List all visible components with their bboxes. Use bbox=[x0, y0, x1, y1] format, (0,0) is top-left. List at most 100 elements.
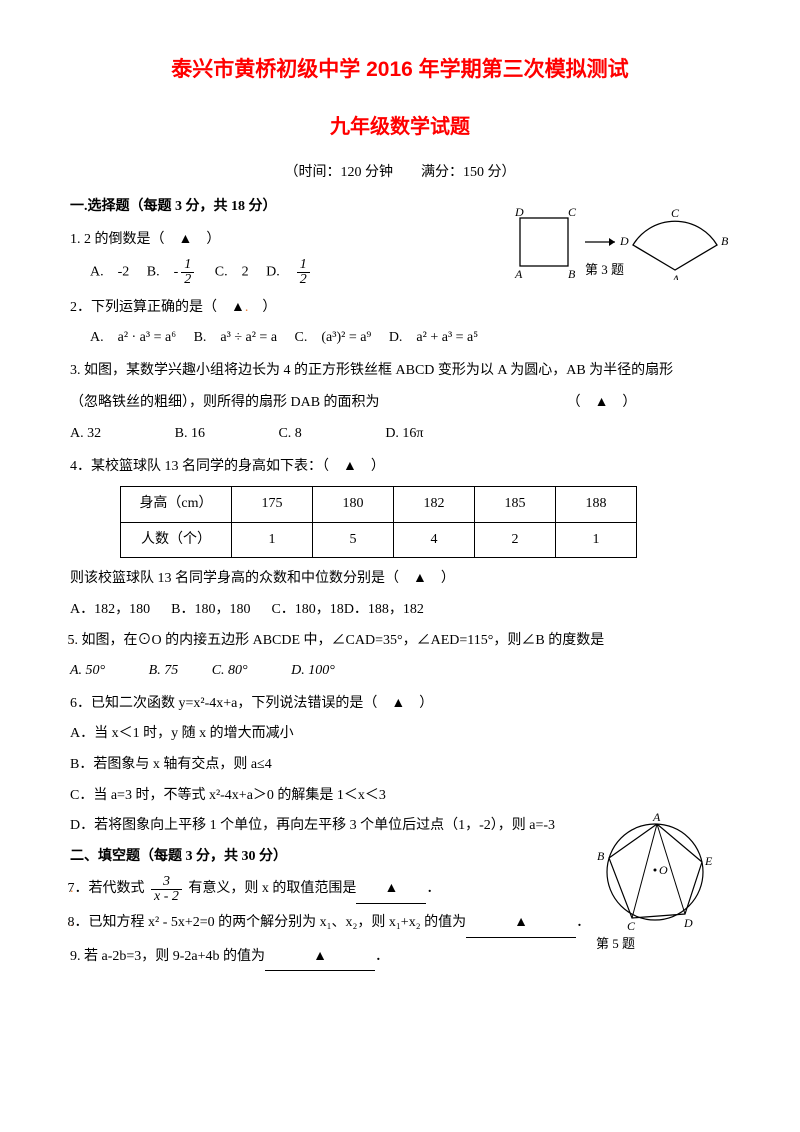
table-cell: 1 bbox=[232, 522, 313, 558]
question-4-options: A．182，180 B．180，180 C．180，18D．188，182 bbox=[70, 597, 730, 624]
question-2: 2．下列运算正确的是（ ▲. ） bbox=[70, 293, 730, 322]
q7-a: 7．若代数式 bbox=[68, 881, 149, 896]
q9-b: ． bbox=[375, 949, 389, 964]
q1-stem: 1. 2 的倒数是（ bbox=[70, 232, 179, 247]
q3-l2-close: ） bbox=[608, 395, 636, 410]
svg-text:C: C bbox=[627, 919, 636, 933]
q6-stem: 6．已知二次函数 y=x²-4x+a，下列说法错误的是（ bbox=[70, 696, 391, 711]
svg-text:A: A bbox=[652, 810, 661, 824]
frac-num: 3 bbox=[151, 875, 182, 890]
sub-title: 九年级数学试题 bbox=[70, 108, 730, 146]
blank-triangle: ▲ bbox=[231, 298, 245, 314]
q6-opt-b: B．若图象与 x 轴有交点，则 a≤4 bbox=[70, 752, 730, 779]
q4-stem: 4．某校篮球队 13 名同学的身高如下表：（ bbox=[70, 459, 343, 474]
q1-opt-c: C. 2 bbox=[215, 264, 249, 279]
q7-c: ． bbox=[426, 881, 440, 896]
table-cell: 1 bbox=[556, 522, 637, 558]
q3-l2-text: （忽略铁丝的粗细），则所得的扇形 DAB 的面积为 bbox=[70, 395, 380, 410]
frac-den: 2 bbox=[297, 273, 310, 287]
table-cell: 2 bbox=[475, 522, 556, 558]
q4-opt-a: A．182，180 bbox=[70, 602, 150, 617]
blank-triangle: ▲ bbox=[413, 569, 427, 585]
table-row: 人数（个） 1 5 4 2 1 bbox=[121, 522, 637, 558]
q6-opt-a: A．当 x＜1 时，y 随 x 的增大而减小 bbox=[70, 721, 730, 748]
table-header: 人数（个） bbox=[121, 522, 232, 558]
figure-q3: D C A B A D B C 第 3 题 bbox=[510, 200, 730, 280]
svg-text:D: D bbox=[683, 916, 693, 930]
svg-text:A: A bbox=[671, 272, 680, 280]
blank-triangle: ▲ bbox=[343, 457, 357, 473]
frac-den: x - 2 bbox=[151, 890, 182, 904]
q3-opt-b: B. 16 bbox=[175, 426, 205, 441]
question-2-options: A. a² · a³ = a⁶ B. a³ ÷ a² = a C. (a³)² … bbox=[90, 325, 730, 352]
main-title: 泰兴市黄桥初级中学 2016 年学期第三次模拟测试 bbox=[70, 50, 730, 90]
table-cell: 182 bbox=[394, 487, 475, 523]
table-header: 身高（cm） bbox=[121, 487, 232, 523]
question-3-line2: （忽略铁丝的粗细），则所得的扇形 DAB 的面积为 （ ▲ ） bbox=[70, 388, 730, 417]
svg-text:E: E bbox=[704, 854, 713, 868]
q1-opt-a: A. -2 bbox=[90, 264, 129, 279]
figure-q5: O A B C D E 第 5 题 bbox=[590, 810, 720, 957]
q8-b: ． bbox=[576, 915, 590, 930]
frac-num: 1 bbox=[297, 258, 310, 273]
table-cell: 185 bbox=[475, 487, 556, 523]
q3-l2-open: （ bbox=[567, 395, 595, 410]
svg-text:B: B bbox=[568, 267, 576, 280]
blank-triangle: ▲ bbox=[595, 393, 609, 409]
table-row: 身高（cm） 175 180 182 185 188 bbox=[121, 487, 637, 523]
q1-opt-d-pre: D. bbox=[266, 264, 294, 279]
table-cell: 175 bbox=[232, 487, 313, 523]
svg-text:C: C bbox=[671, 206, 680, 220]
question-4: 4．某校篮球队 13 名同学的身高如下表：（ ▲ ） bbox=[70, 452, 730, 481]
q3-opt-d: D. 16π bbox=[385, 426, 423, 441]
q5-stem: 5. 如图，在⊙O 的内接五边形 ABCDE 中，∠CAD=35°，∠AED=1… bbox=[68, 633, 605, 648]
height-table: 身高（cm） 175 180 182 185 188 人数（个） 1 5 4 2… bbox=[120, 486, 637, 558]
q2-stem: 2．下列运算正确的是（ bbox=[70, 300, 231, 315]
table-cell: 180 bbox=[313, 487, 394, 523]
q5-opt-b: B. 75 bbox=[149, 663, 179, 678]
q2-opt-a: A. a² · a³ = a⁶ bbox=[90, 330, 176, 345]
figure-q3-label: 第 3 题 bbox=[585, 258, 624, 283]
table-cell: 188 bbox=[556, 487, 637, 523]
question-4-sub: 则该校篮球队 13 名同学身高的众数和中位数分别是（ ▲ ） bbox=[70, 564, 730, 593]
table-cell: 4 bbox=[394, 522, 475, 558]
svg-text:O: O bbox=[659, 863, 668, 877]
svg-text:C: C bbox=[568, 205, 577, 219]
q5-opt-a: A. 50° bbox=[70, 663, 105, 678]
q6-opt-c: C．当 a=3 时，不等式 x²-4x+a＞0 的解集是 1＜x＜3 bbox=[70, 783, 730, 810]
q2-opt-b: B. a³ ÷ a² = a bbox=[194, 330, 277, 345]
svg-text:D: D bbox=[619, 234, 629, 248]
q4-opt-d: D．188，182 bbox=[344, 602, 424, 617]
question-5: .5. 如图，在⊙O 的内接五边形 ABCDE 中，∠CAD=35°，∠AED=… bbox=[70, 628, 730, 655]
q3-opt-c: C. 8 bbox=[278, 426, 301, 441]
q9-a: 9. 若 a-2b=3，则 9-2a+4b 的值为 bbox=[70, 949, 265, 964]
q5-opt-c: C. 80° bbox=[212, 663, 248, 678]
svg-text:B: B bbox=[721, 234, 729, 248]
q1-opt-b-pre: B. - bbox=[147, 264, 179, 279]
question-3-line1: 3. 如图，某数学兴趣小组将边长为 4 的正方形铁丝框 ABCD 变形为以 A … bbox=[70, 358, 730, 385]
fill-blank: ▲ bbox=[356, 874, 426, 904]
frac-den: 2 bbox=[181, 273, 194, 287]
q4-sub-stem: 则该校篮球队 13 名同学身高的众数和中位数分别是（ bbox=[70, 571, 413, 586]
q8-a: 8．已知方程 x² - 5x+2=0 的两个解分别为 x₁、x₂，则 x₁+x₂… bbox=[68, 915, 467, 930]
table-cell: 5 bbox=[313, 522, 394, 558]
question-5-options: A. 50° B. 75 C. 80° D. 100° bbox=[70, 658, 730, 685]
q4-sub-end: ） bbox=[427, 571, 455, 586]
q2-opt-c: C. (a³)² = a⁹ bbox=[295, 330, 372, 345]
q4-opt-b: B．180，180 bbox=[171, 602, 250, 617]
fill-blank: ▲ bbox=[466, 908, 576, 938]
q6-stem-end: ） bbox=[405, 696, 433, 711]
svg-text:D: D bbox=[514, 205, 524, 219]
blank-triangle: ▲ bbox=[391, 694, 405, 710]
svg-text:A: A bbox=[514, 267, 523, 280]
fill-blank: ▲ bbox=[265, 942, 375, 972]
blank-triangle: ▲ bbox=[179, 230, 193, 246]
q7-b: 有意义，则 x 的取值范围是 bbox=[185, 881, 357, 896]
svg-text:B: B bbox=[597, 849, 605, 863]
question-3-options: A. 32 B. 16 C. 8 D. 16π bbox=[70, 421, 730, 448]
q2-stem-end: ） bbox=[248, 300, 276, 315]
q3-opt-a: A. 32 bbox=[70, 426, 101, 441]
question-6: 6．已知二次函数 y=x²-4x+a，下列说法错误的是（ ▲ ） bbox=[70, 689, 730, 718]
q5-opt-d: D. 100° bbox=[291, 663, 335, 678]
q4-stem-end: ） bbox=[357, 459, 385, 474]
